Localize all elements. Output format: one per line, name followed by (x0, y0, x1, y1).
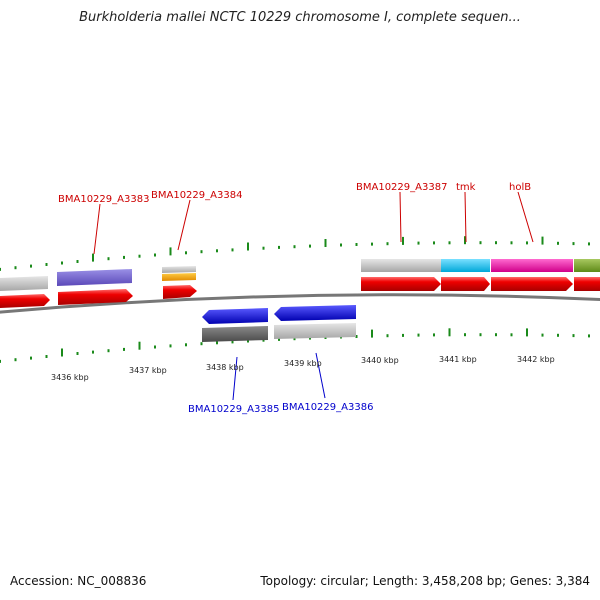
cds-arrow-forward (441, 277, 490, 291)
gene-label-reverse: BMA10229_A3385 (188, 404, 279, 415)
forward-feature-track (0, 259, 600, 291)
scale-label: 3436 kbp (51, 373, 89, 382)
feature-bar-grey (274, 323, 356, 339)
cds-arrow-forward (163, 285, 197, 299)
feature-bar-purple (57, 269, 132, 286)
page-title: Burkholderia mallei NCTC 10229 chromosom… (79, 10, 521, 25)
cds-arrow-forward (491, 277, 573, 291)
cds-arrow-reverse (274, 305, 356, 321)
scale-label: 3442 kbp (517, 355, 555, 364)
feature-bar-olive (574, 259, 600, 272)
gene-label-forward: BMA10229_A3384 (151, 190, 242, 201)
feature-bar-grey (0, 276, 48, 291)
outer-ticks (0, 236, 590, 271)
scale-label: 3438 kbp (206, 363, 244, 372)
reverse-label-leaders (232, 352, 326, 401)
reverse-cds-track (202, 305, 356, 342)
feature-bar-grey (361, 259, 441, 272)
genome-stats-text: Topology: circular; Length: 3,458,208 bp… (260, 574, 590, 588)
cds-arrow-forward (58, 289, 133, 305)
scale-label: 3439 kbp (284, 359, 322, 368)
scale-label: 3437 kbp (129, 366, 167, 375)
feature-bar-grey (162, 266, 196, 273)
feature-bar-magenta (491, 259, 573, 272)
scale-label: 3440 kbp (361, 356, 399, 365)
gene-label-reverse: BMA10229_A3386 (282, 402, 373, 413)
feature-bar-orange (162, 273, 196, 281)
feature-bar-cyan (441, 259, 490, 272)
chromosome-backbone (0, 293, 600, 314)
accession-text: Accession: NC_008836 (10, 574, 147, 588)
gene-label-forward: holB (509, 182, 531, 193)
gene-label-forward: tmk (456, 182, 476, 193)
forward-cds-track (0, 277, 600, 308)
cds-arrow-reverse (202, 308, 268, 324)
cds-arrow-forward (361, 277, 441, 291)
forward-label-leaders (93, 191, 534, 255)
cds-arrow-forward (0, 294, 50, 308)
gene-label-forward: BMA10229_A3383 (58, 194, 149, 205)
cds-arrow-forward (574, 277, 600, 291)
scale-label: 3441 kbp (439, 355, 477, 364)
feature-bar-dark-grey (202, 326, 268, 342)
gene-label-forward: BMA10229_A3387 (356, 182, 447, 193)
